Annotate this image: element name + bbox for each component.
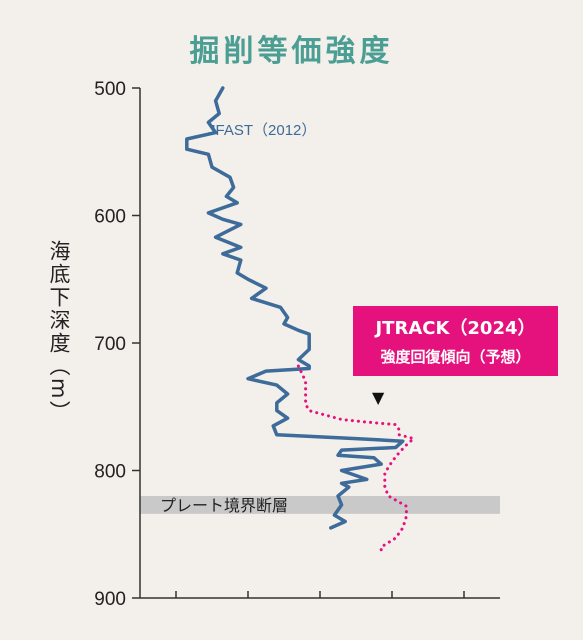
callout-line2: 強度回復傾向（予想）	[380, 348, 531, 366]
y-tick-label-900: 900	[94, 589, 126, 610]
jfast-line	[185, 86, 405, 530]
y-tick-label-500: 500	[94, 79, 126, 100]
callout-arrow: ▼	[372, 388, 385, 407]
y-axis-label: 海底下深度（m）	[47, 240, 71, 424]
y-tick-label-600: 600	[94, 207, 126, 228]
callout-line1: JTRACK（2024）	[375, 318, 536, 339]
jtrack-callout: JTRACK（2024） 強度回復傾向（予想）	[353, 306, 558, 376]
y-tick-label-800: 800	[94, 462, 126, 483]
jfast-series-label: JFAST（2012）	[208, 122, 316, 139]
fault-band-label: プレート境界断層	[160, 496, 288, 515]
y-tick-label-700: 700	[94, 334, 126, 355]
chart-title: 掘削等価強度	[189, 34, 394, 69]
jtrack-dotted-line	[296, 364, 416, 555]
fault-band	[140, 496, 500, 514]
